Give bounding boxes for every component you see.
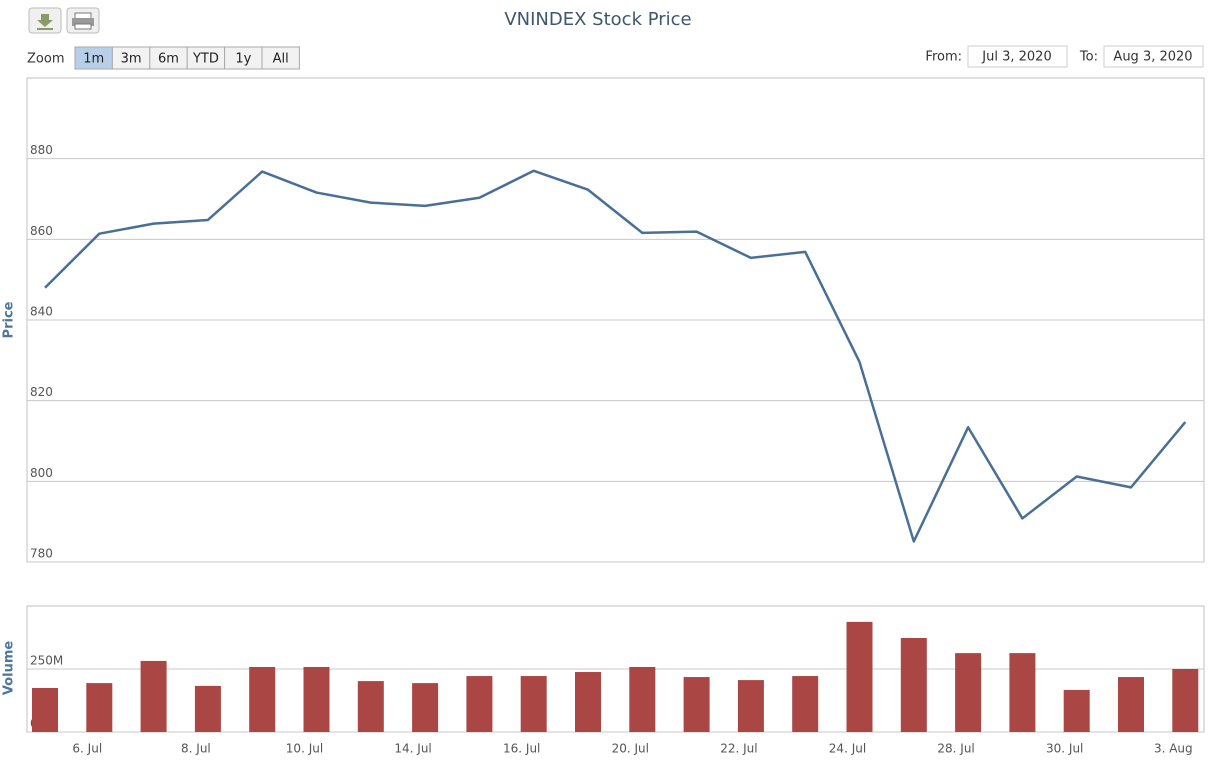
x-tick-label: 30. Jul	[1046, 742, 1083, 756]
to-value[interactable]: Aug 3, 2020	[1113, 50, 1192, 65]
volume-bar	[575, 672, 601, 732]
range-button-label[interactable]: 6m	[158, 52, 179, 67]
x-tick-label: 3. Aug	[1154, 742, 1193, 756]
y-tick-label: 250M	[30, 654, 63, 668]
volume-bar	[1009, 653, 1036, 732]
volume-bar	[86, 683, 113, 732]
volume-bar	[520, 676, 547, 732]
x-tick-label: 22. Jul	[720, 742, 757, 756]
volume-bar	[1063, 689, 1090, 732]
range-button-label[interactable]: 3m	[121, 52, 142, 67]
print-button[interactable]	[66, 7, 100, 34]
to-input[interactable]	[1103, 45, 1204, 68]
x-tick-label: 10. Jul	[286, 742, 323, 756]
range-button-label[interactable]: All	[273, 52, 289, 67]
volume-bar	[412, 683, 439, 732]
from-input[interactable]	[967, 45, 1068, 68]
volume-bar	[1118, 677, 1144, 732]
x-tick-label: 20. Jul	[612, 742, 649, 756]
volume-bar	[955, 653, 982, 732]
volume-bar	[683, 677, 710, 732]
volume-bar	[737, 680, 764, 732]
volume-bar	[357, 681, 384, 732]
y-tick-label: 880	[30, 143, 53, 157]
y-tick-label: 860	[30, 224, 53, 238]
volume-bar	[846, 621, 873, 732]
volume-bar	[900, 638, 927, 732]
zoom-label: Zoom	[27, 52, 64, 67]
chart-title: VNINDEX Stock Price	[504, 9, 691, 30]
y-axis-title: Volume	[2, 641, 17, 696]
y-tick-label: 820	[30, 385, 53, 399]
range-button[interactable]	[261, 46, 300, 70]
volume-bar	[629, 666, 656, 732]
range-button-label[interactable]: 1m	[83, 52, 104, 67]
volume-bar	[140, 660, 167, 732]
y-tick-label: 840	[30, 305, 53, 319]
range-button-label[interactable]: YTD	[192, 52, 219, 67]
range-button-label[interactable]: 1y	[235, 52, 251, 67]
download-button[interactable]	[28, 7, 62, 34]
volume-bar	[249, 666, 276, 732]
volume-bar	[194, 685, 221, 732]
x-tick-label: 24. Jul	[829, 742, 866, 756]
volume-bar	[1172, 669, 1199, 732]
y-tick-label: 800	[30, 466, 53, 480]
volume-bar	[466, 676, 493, 732]
x-tick-label: 14. Jul	[394, 742, 431, 756]
volume-bar	[32, 688, 58, 732]
volume-bar	[303, 666, 330, 732]
from-value[interactable]: Jul 3, 2020	[981, 50, 1051, 65]
to-label: To:	[1079, 50, 1098, 65]
x-tick-label: 8. Jul	[181, 742, 211, 756]
price-line	[44, 169, 1187, 543]
volume-bar	[792, 676, 819, 732]
x-tick-label: 28. Jul	[937, 742, 974, 756]
x-tick-label: 6. Jul	[72, 742, 102, 756]
y-axis-title: Price	[2, 301, 17, 338]
from-label: From:	[925, 50, 962, 65]
x-tick-label: 16. Jul	[503, 742, 540, 756]
y-tick-label: 780	[30, 547, 53, 561]
